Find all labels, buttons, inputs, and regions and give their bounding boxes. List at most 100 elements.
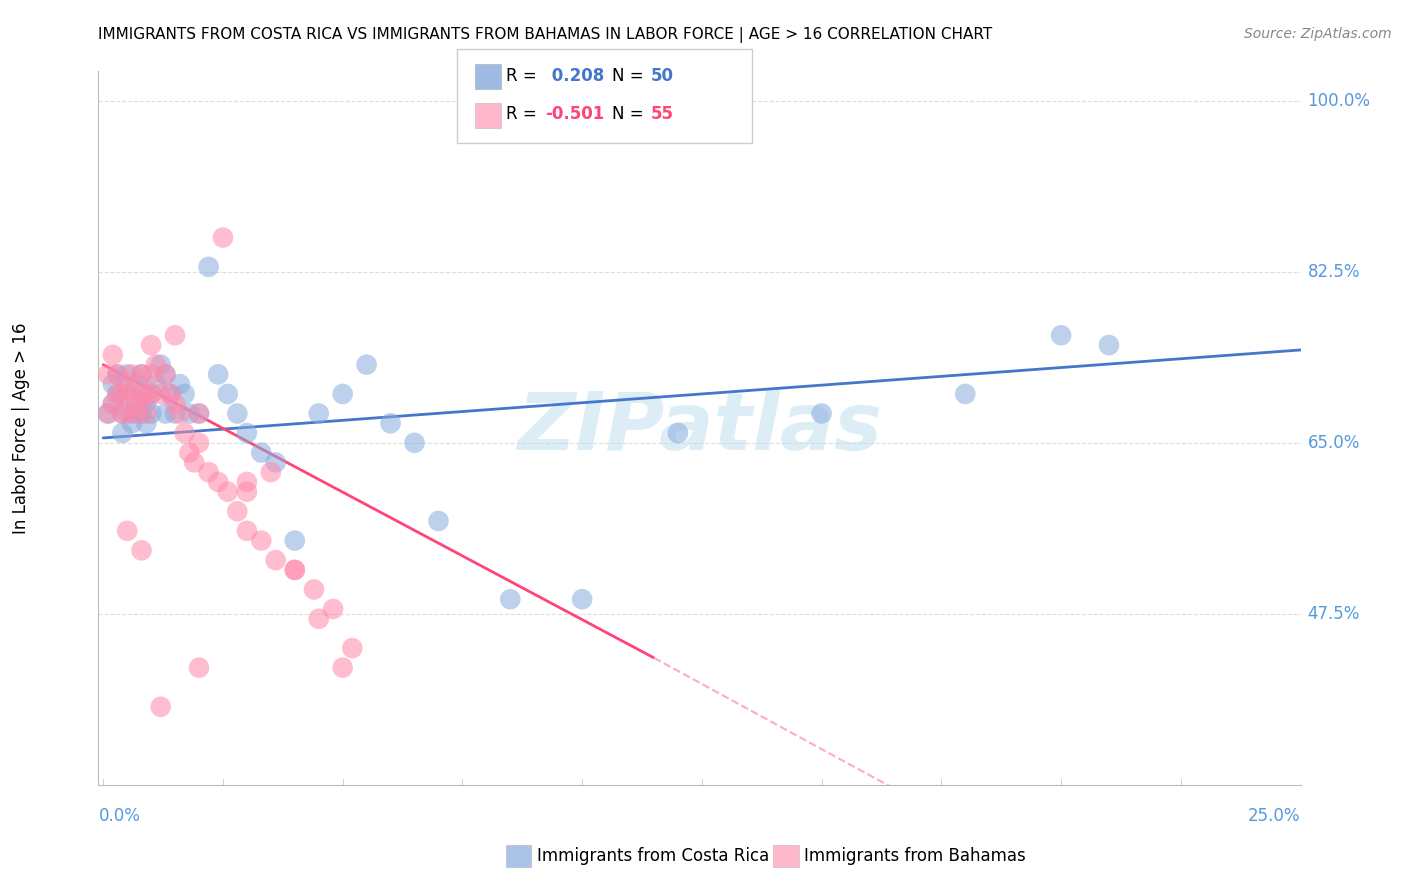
Point [125,377,148,392]
Point [264,455,287,469]
Point [236,475,259,489]
Point [139,368,162,382]
Point [101,397,124,411]
Point [264,553,287,567]
Point [107,368,129,382]
Point [179,407,201,421]
Point [107,387,129,401]
Point [666,425,689,440]
Point [125,407,148,421]
Point [197,465,219,479]
Point [111,425,134,440]
Point [217,387,239,401]
Point [97,368,120,382]
Point [155,368,177,382]
Point [131,543,153,558]
Text: 100.0%: 100.0% [1308,92,1371,110]
Point [188,407,211,421]
Point [1098,338,1121,352]
Point [810,407,832,421]
Point [308,612,330,626]
Point [125,397,148,411]
Point [188,660,211,674]
Text: 25.0%: 25.0% [1249,807,1301,825]
Point [101,377,124,392]
Point [1050,328,1073,343]
Point [101,348,124,362]
Point [226,504,249,518]
Point [332,387,354,401]
Point [131,368,153,382]
Point [139,387,162,401]
Point [332,660,354,674]
Text: IMMIGRANTS FROM COSTA RICA VS IMMIGRANTS FROM BAHAMAS IN LABOR FORCE | AGE > 16 : IMMIGRANTS FROM COSTA RICA VS IMMIGRANTS… [98,27,993,43]
Point [139,338,162,352]
Point [226,407,249,421]
Point [207,475,229,489]
Point [131,368,153,382]
Point [571,592,593,607]
Point [121,417,143,431]
Point [302,582,325,597]
Point [236,524,259,538]
Text: In Labor Force | Age > 16: In Labor Force | Age > 16 [13,322,30,534]
Point [236,484,259,499]
Point [107,368,129,382]
Point [284,533,307,548]
Point [121,368,143,382]
Point [284,563,307,577]
Point [356,358,378,372]
Text: 55: 55 [651,105,673,123]
Point [183,455,205,469]
Point [212,230,235,244]
Point [188,407,211,421]
Point [179,445,201,459]
Point [145,358,167,372]
Point [97,407,120,421]
Point [115,524,138,538]
Point [115,387,138,401]
Text: Source: ZipAtlas.com: Source: ZipAtlas.com [1244,27,1392,41]
Point [155,368,177,382]
Point [217,484,239,499]
Point [149,699,172,714]
Point [135,387,157,401]
Text: R =: R = [506,105,543,123]
Point [115,407,138,421]
Point [139,407,162,421]
Text: 65.0%: 65.0% [1308,434,1360,452]
Point [165,407,187,421]
Point [250,445,273,459]
Point [308,407,330,421]
Point [169,407,191,421]
Text: Immigrants from Costa Rica: Immigrants from Costa Rica [537,847,769,865]
Text: 47.5%: 47.5% [1308,605,1360,623]
Point [322,602,344,616]
Point [111,387,134,401]
Point [207,368,229,382]
Point [135,397,157,411]
Point [139,387,162,401]
Point [165,397,187,411]
Point [145,377,167,392]
Point [380,417,402,431]
Point [121,387,143,401]
Point [135,417,157,431]
Text: Immigrants from Bahamas: Immigrants from Bahamas [804,847,1026,865]
Point [499,592,522,607]
Point [111,407,134,421]
Point [97,407,120,421]
Point [155,407,177,421]
Point [342,641,364,656]
Text: 0.208: 0.208 [546,67,603,85]
Point [131,387,153,401]
Text: 0.0%: 0.0% [98,807,141,825]
Text: 82.5%: 82.5% [1308,263,1360,281]
Point [149,358,172,372]
Text: 50: 50 [651,67,673,85]
Point [188,435,211,450]
Point [250,533,273,548]
Point [427,514,450,528]
Point [121,407,143,421]
Point [404,435,426,450]
